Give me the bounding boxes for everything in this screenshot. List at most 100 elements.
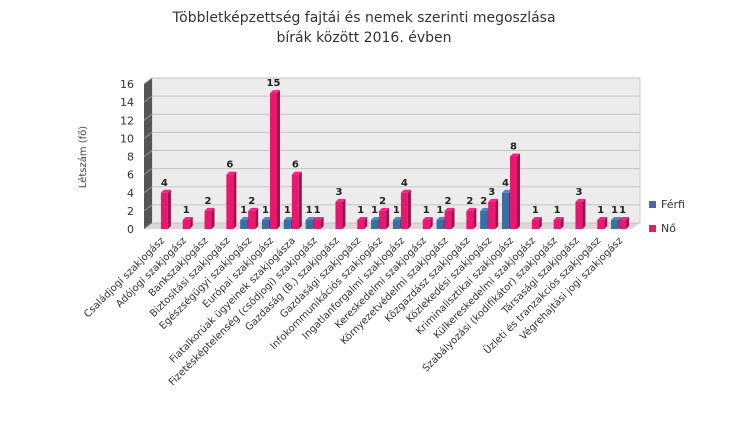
- bar-front: [204, 210, 212, 229]
- bar-no: [248, 207, 259, 229]
- bar-no: [510, 153, 520, 229]
- bar-top: [291, 171, 302, 175]
- bar-top: [204, 207, 215, 211]
- bar-front: [379, 210, 387, 229]
- data-label: 1: [393, 205, 400, 216]
- bar-front: [182, 219, 190, 229]
- bar-front: [226, 174, 234, 229]
- data-label: 1: [371, 205, 378, 216]
- y-tick-label: 12: [120, 114, 134, 127]
- bar-top: [379, 207, 390, 211]
- bar-front: [283, 219, 291, 229]
- bar-side: [167, 189, 171, 229]
- bar-top: [392, 216, 403, 220]
- y-tick-label: 6: [127, 169, 134, 182]
- bar-no: [619, 216, 630, 229]
- bar-top: [248, 207, 259, 211]
- bar-top: [502, 189, 512, 193]
- bar-front: [575, 201, 583, 229]
- data-label: 1: [437, 205, 444, 216]
- data-label: 1: [306, 205, 313, 216]
- data-label: 6: [292, 160, 299, 171]
- bar-no: [531, 216, 542, 229]
- y-tick-label: 8: [127, 151, 134, 164]
- y-tick-label: 16: [120, 78, 134, 91]
- bar-no: [422, 216, 433, 229]
- bar-front: [488, 201, 496, 229]
- bar-top: [531, 216, 542, 220]
- bar-no: [204, 207, 215, 229]
- bar-top: [422, 216, 433, 220]
- data-label: 2: [248, 196, 255, 207]
- data-label: 15: [267, 78, 281, 89]
- bar-side: [189, 216, 193, 229]
- bar-side: [298, 171, 302, 229]
- bar-top: [400, 189, 411, 193]
- bar-no: [575, 198, 586, 229]
- gridline-side: [143, 168, 153, 175]
- bar-front: [392, 219, 400, 229]
- bar-top: [226, 171, 237, 175]
- bar-front: [371, 219, 379, 229]
- bar-side: [211, 207, 215, 229]
- data-label: 1: [284, 205, 291, 216]
- bar-top: [240, 216, 251, 220]
- bar-side: [342, 198, 346, 229]
- data-label: 2: [379, 196, 386, 207]
- data-label: 2: [480, 196, 487, 207]
- bar-no: [553, 216, 564, 229]
- data-label: 4: [502, 178, 509, 189]
- bar-front: [553, 219, 561, 229]
- bar-front: [502, 192, 509, 229]
- y-tick-label: 0: [127, 223, 134, 236]
- chart-title-line: bírák között 2016. évben: [277, 30, 452, 46]
- bar-side: [255, 207, 259, 229]
- gridline-side: [143, 113, 153, 121]
- data-label: 2: [466, 196, 473, 207]
- bar-front: [400, 192, 408, 229]
- bar-side: [386, 207, 390, 229]
- bar-no: [291, 171, 302, 229]
- gridline-side: [143, 222, 153, 230]
- bar-top: [283, 216, 294, 220]
- y-axis-label-group: Létszám (fő): [77, 126, 89, 189]
- gridlines: [143, 77, 640, 230]
- bar-front: [480, 210, 488, 229]
- bar-front: [313, 219, 321, 229]
- bar-no: [597, 216, 608, 229]
- bar-no: [182, 216, 193, 229]
- bar-front: [270, 93, 277, 229]
- bar-no: [379, 207, 390, 229]
- bar-no: [488, 198, 499, 229]
- bar-top: [480, 207, 491, 211]
- bar-side: [560, 216, 564, 229]
- data-label: 2: [445, 196, 452, 207]
- bar-front: [597, 219, 605, 229]
- data-label: 1: [619, 205, 626, 216]
- data-label: 1: [314, 205, 321, 216]
- legend-swatch: [649, 225, 656, 232]
- bar-top: [357, 216, 368, 220]
- data-label: 4: [401, 178, 408, 189]
- bar-top: [597, 216, 608, 220]
- bar-top: [182, 216, 193, 220]
- bar-top: [553, 216, 564, 220]
- data-label: 1: [597, 205, 604, 216]
- data-label: 8: [510, 142, 517, 153]
- bar-top: [335, 198, 346, 202]
- bar-front: [422, 219, 430, 229]
- data-label: 2: [205, 196, 212, 207]
- bar-front: [510, 156, 517, 229]
- legend: Férfi Nő: [649, 198, 685, 235]
- bar-no: [335, 198, 346, 229]
- bar-front: [619, 219, 627, 229]
- bar-top: [510, 153, 520, 157]
- data-label: 1: [262, 205, 269, 216]
- bar-top: [444, 207, 455, 211]
- bar-side: [451, 207, 455, 229]
- bar-front: [291, 174, 299, 229]
- data-label: 1: [611, 205, 618, 216]
